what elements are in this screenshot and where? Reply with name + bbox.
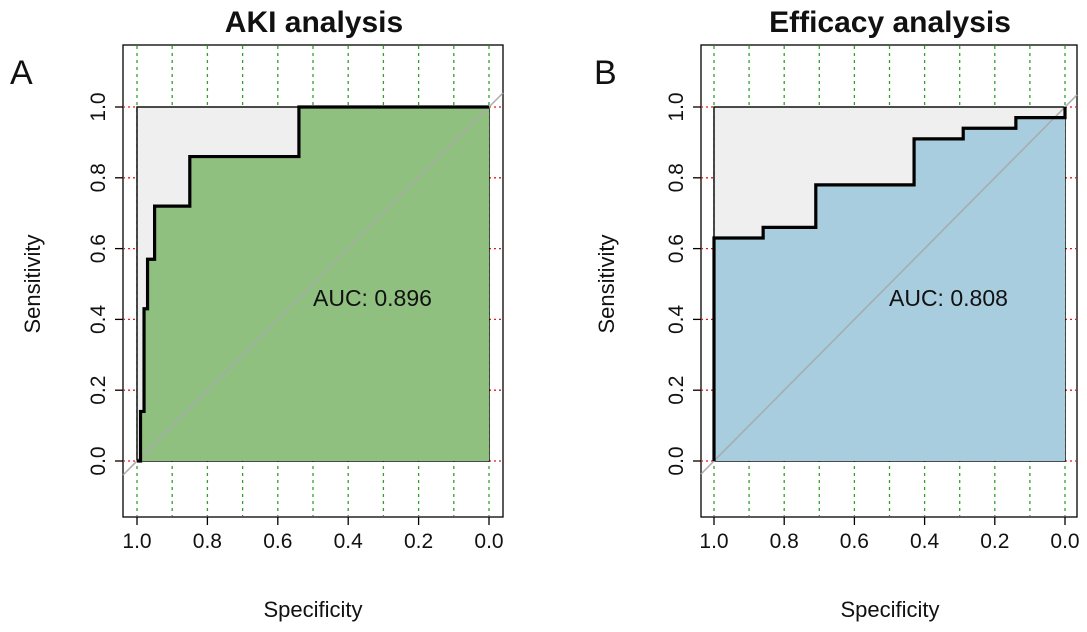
- x-tick-label: 0.4: [910, 530, 940, 553]
- x-tick-label: 0.8: [770, 530, 799, 553]
- y-tick-label: 0.8: [87, 163, 110, 192]
- x-tick-label: 0.2: [404, 530, 433, 553]
- y-tick-label: 0.6: [665, 234, 688, 263]
- chart-title: AKI analysis: [225, 6, 403, 39]
- plot-frame: [700, 44, 1078, 518]
- y-tick-label: 0.4: [87, 304, 110, 334]
- diagonal-reference-line: [700, 94, 1078, 475]
- y-tick-label: 0.0: [87, 446, 110, 475]
- y-tick-label: 0.0: [665, 446, 688, 475]
- y-tick-label: 1.0: [665, 92, 688, 121]
- x-tick-label: 1.0: [122, 530, 151, 553]
- y-tick-label: 0.8: [665, 163, 688, 192]
- chart-title: Efficacy analysis: [769, 6, 1011, 39]
- auc-label: AUC: 0.896: [313, 285, 432, 311]
- x-tick-label: 0.0: [1050, 530, 1079, 553]
- y-tick-label: 0.2: [665, 376, 688, 405]
- x-tick-label: 0.0: [474, 530, 503, 553]
- y-tick-label: 0.4: [665, 304, 688, 334]
- auc-label: AUC: 0.808: [889, 285, 1008, 311]
- roc-curve: [712, 107, 1067, 461]
- x-axis-ticks: 1.0 0.8 0.6 0.4 0.2 0.0: [122, 517, 504, 553]
- panel-efficacy-analysis: Efficacy analysis B 1.0 0.8 0.6 0.4 0.2 0.0 0…: [594, 6, 1080, 622]
- y-axis-label: Sensitivity: [594, 234, 619, 333]
- x-axis-ticks: 1.0 0.8 0.6 0.4 0.2 0.0: [699, 517, 1080, 553]
- y-axis-ticks: 0.0 0.2 0.4 0.6 0.8 1.0: [665, 92, 701, 476]
- y-tick-label: 1.0: [87, 92, 110, 121]
- x-axis-label: Specificity: [263, 597, 362, 622]
- x-tick-label: 0.6: [263, 530, 292, 553]
- plot-frame: [122, 44, 504, 518]
- x-axis-label: Specificity: [840, 597, 939, 622]
- x-tick-label: 0.8: [193, 530, 222, 553]
- diagonal-reference-line: [122, 92, 504, 476]
- y-tick-label: 0.6: [87, 234, 110, 263]
- panel-letter: B: [594, 54, 617, 92]
- roc-curve: [137, 105, 489, 463]
- y-axis-label: Sensitivity: [20, 234, 45, 333]
- x-tick-label: 0.4: [334, 530, 364, 553]
- x-tick-label: 0.2: [980, 530, 1009, 553]
- y-axis-ticks: 0.0 0.2 0.4 0.6 0.8 1.0: [87, 92, 123, 476]
- panel-aki-analysis: AKI analysis A 1.0 0.8 0.6 0.4 0.2 0.0 0.0 0.2…: [10, 6, 504, 622]
- y-tick-label: 0.2: [87, 376, 110, 405]
- panel-letter: A: [10, 54, 33, 92]
- x-tick-label: 0.6: [840, 530, 869, 553]
- x-tick-label: 1.0: [699, 530, 728, 553]
